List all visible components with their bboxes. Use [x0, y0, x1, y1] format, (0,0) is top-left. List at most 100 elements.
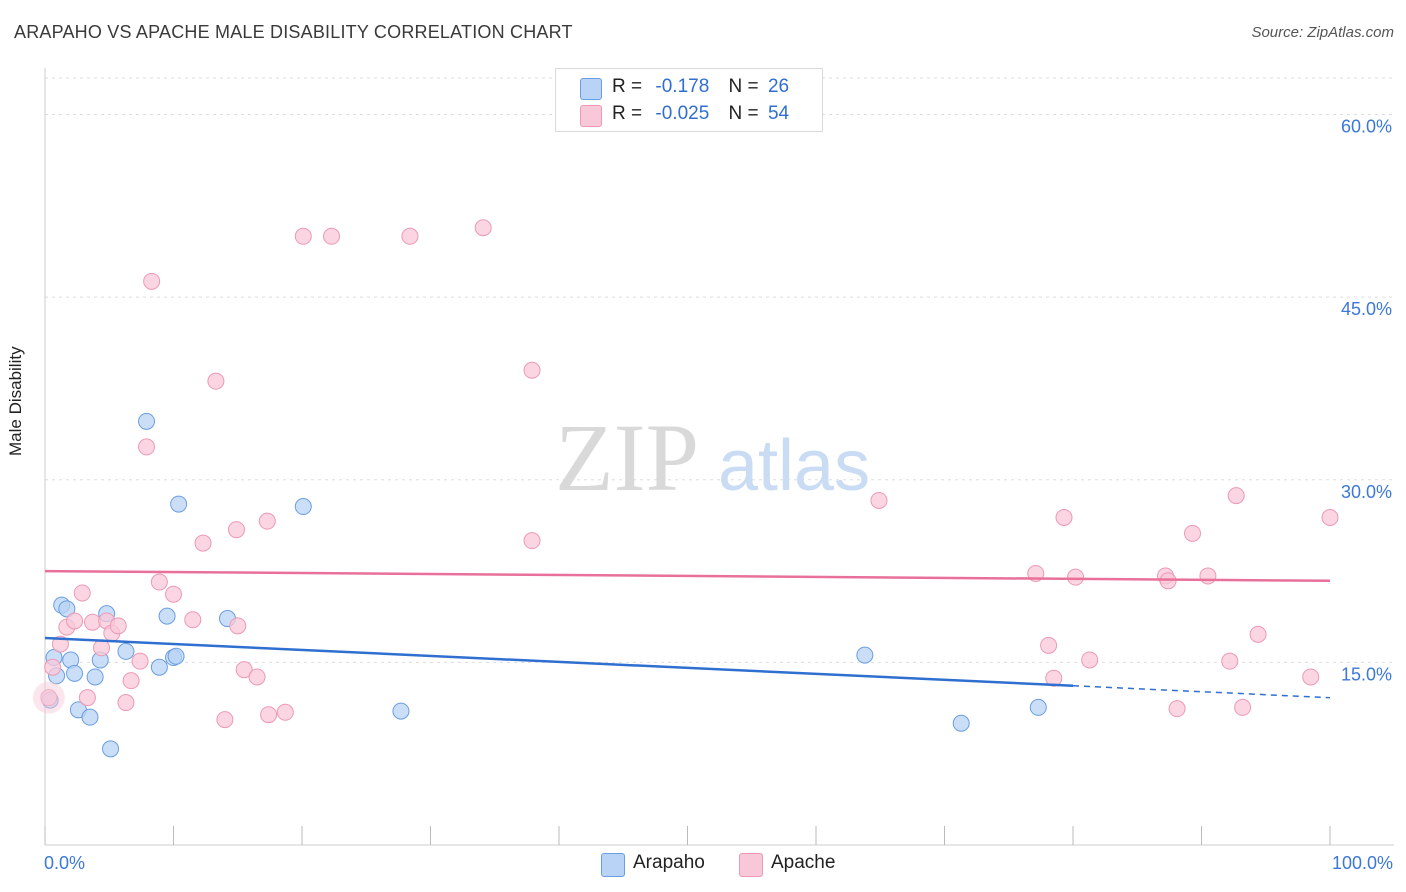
apache-point — [1045, 669, 1063, 687]
labels-layer: 15.0% 30.0% 45.0% 60.0% 0.0% 100.0% — [44, 117, 1393, 873]
apache-point — [93, 639, 111, 657]
n-value: 54 — [767, 103, 790, 124]
r-label: R = — [612, 103, 643, 124]
apache-point — [1067, 568, 1085, 586]
arapaho-point — [952, 714, 970, 732]
apache-point — [131, 652, 149, 670]
arapaho-point — [294, 498, 312, 516]
n-label: N = — [728, 103, 759, 124]
apache-point — [235, 661, 253, 679]
apache-point — [260, 706, 278, 724]
arapaho-point — [58, 600, 76, 618]
apache-point — [474, 219, 492, 237]
y-tick-label: 45.0% — [1341, 299, 1392, 319]
arapaho-swatch — [580, 78, 602, 100]
arapaho-point — [117, 642, 135, 660]
correlation-legend: R = -0.178 N = 26 R = -0.025 N = 54 — [555, 68, 823, 132]
apache-point — [227, 521, 245, 539]
arapaho-legend-label: Arapaho — [633, 852, 705, 873]
apache-point — [117, 694, 135, 712]
arapaho-point — [170, 495, 188, 513]
arapaho-legend-swatch — [601, 853, 625, 877]
apache-point — [138, 438, 156, 456]
apache-point — [84, 613, 102, 631]
apache-point — [1321, 509, 1339, 527]
r-value: -0.025 — [655, 103, 710, 124]
axes-layer — [44, 68, 1394, 846]
apache-point — [276, 703, 294, 721]
arapaho-trend-line — [44, 636, 1074, 688]
r-label: R = — [612, 76, 643, 97]
apache-point — [122, 672, 140, 690]
trend-layer — [44, 569, 1331, 699]
n-label: N = — [728, 76, 759, 97]
r-value: -0.178 — [655, 76, 710, 97]
apache-point — [523, 532, 541, 550]
apache-point — [165, 585, 182, 603]
y-tick-label: 60.0% — [1341, 117, 1392, 137]
apache-point — [1249, 625, 1267, 643]
watermark-zip: ZIP — [555, 404, 699, 511]
apache-point — [1227, 487, 1245, 505]
grid-layer — [45, 77, 1394, 663]
y-tick-label: 15.0% — [1341, 664, 1392, 684]
y-tick-label: 30.0% — [1341, 482, 1392, 502]
arapaho-point — [392, 702, 410, 720]
apache-point — [44, 658, 62, 676]
arapaho-point — [150, 658, 168, 676]
points-layer — [32, 219, 1339, 758]
arapaho-point — [167, 647, 185, 665]
x-tick-label-max: 100.0% — [1332, 853, 1393, 873]
apache-point — [216, 711, 234, 729]
arapaho-point — [1029, 698, 1047, 716]
apache-point — [184, 611, 202, 629]
apache-point — [1081, 651, 1099, 669]
apache-point — [73, 584, 91, 602]
apache-point — [109, 617, 127, 635]
arapaho-point — [102, 740, 120, 758]
apache-point — [194, 534, 212, 552]
source-label: Source: ZipAtlas.com — [1251, 24, 1394, 41]
apache-point — [523, 361, 541, 379]
y-axis-label: Male Disability — [6, 346, 25, 456]
arapaho-point — [856, 646, 874, 664]
arapaho-trend-extension — [1072, 685, 1331, 699]
arapaho-point — [138, 412, 156, 430]
apache-point — [1302, 668, 1320, 686]
apache-point — [1234, 698, 1252, 716]
apache-point — [1199, 567, 1217, 585]
apache-point — [870, 491, 888, 509]
apache-point — [323, 227, 341, 245]
watermark-atlas: atlas — [718, 426, 870, 506]
apache-point — [258, 512, 276, 530]
apache-point — [150, 573, 168, 591]
apache-point — [1168, 700, 1186, 718]
watermark: ZIP atlas — [555, 404, 870, 511]
arapaho-point — [86, 668, 104, 686]
legend-row-text: R = -0.025 N = 54 — [612, 103, 789, 125]
apache-legend-label: Apache — [771, 852, 836, 873]
apache-point — [1221, 652, 1239, 670]
apache-point-large — [32, 681, 65, 714]
apache-point — [78, 689, 96, 707]
apache-trend-line — [44, 569, 1331, 583]
apache-point — [248, 668, 266, 686]
apache-point — [1055, 509, 1073, 527]
apache-point — [229, 617, 247, 635]
chart-title: ARAPAHO VS APACHE MALE DISABILITY CORREL… — [14, 22, 573, 42]
apache-point — [66, 612, 84, 630]
apache-point — [40, 689, 58, 707]
apache-point — [401, 227, 419, 245]
apache-point — [294, 227, 312, 245]
apache-point — [207, 372, 225, 390]
arapaho-point — [66, 664, 84, 682]
apache-legend-swatch — [739, 853, 763, 877]
apache-point — [1040, 636, 1058, 654]
x-tick-label-min: 0.0% — [44, 853, 85, 873]
apache-point — [143, 272, 161, 290]
arapaho-point — [158, 607, 176, 625]
arapaho-point — [81, 708, 99, 726]
apache-point — [1184, 524, 1202, 542]
apache-swatch — [580, 105, 602, 127]
